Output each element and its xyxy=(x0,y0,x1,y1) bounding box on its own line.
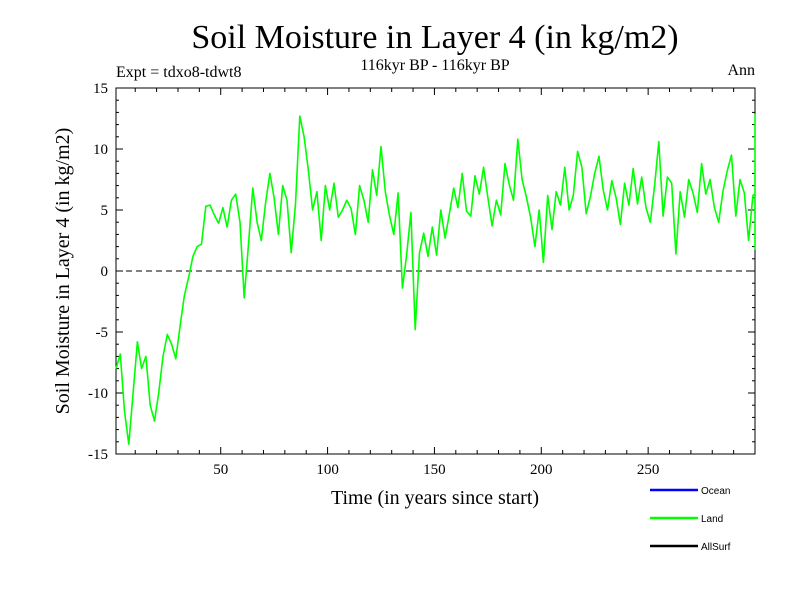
y-tick-label: 5 xyxy=(101,203,109,219)
chart-subtitle: 116kyr BP - 116kyr BP xyxy=(360,57,509,74)
x-tick-label: 250 xyxy=(637,462,660,478)
legend-label-allsurf: AllSurf xyxy=(701,542,731,553)
y-tick-label: 15 xyxy=(93,81,108,97)
x-tick-label: 150 xyxy=(423,462,446,478)
x-axis-label: Time (in years since start) xyxy=(331,487,539,509)
plot-area: 50 100 150 200 250 -15 -10 -5 0 5 10 15 xyxy=(88,81,756,478)
y-axis-label: Soil Moisture in Layer 4 (in kg/m2) xyxy=(52,128,74,415)
y-tick-label: 10 xyxy=(93,142,108,158)
legend: Ocean Land AllSurf xyxy=(650,486,731,553)
expt-label: Expt = tdxo8-tdwt8 xyxy=(116,64,241,81)
y-tick-label: -15 xyxy=(88,447,108,463)
series-line-land xyxy=(115,114,756,446)
x-tick-label: 200 xyxy=(530,462,553,478)
y-tick-label: 0 xyxy=(101,264,109,280)
x-tick-label: 50 xyxy=(213,462,228,478)
period-label: Ann xyxy=(727,62,755,79)
y-tick-label: -10 xyxy=(88,386,108,402)
legend-label-land: Land xyxy=(701,514,723,525)
legend-label-ocean: Ocean xyxy=(701,486,730,497)
y-tick-label: -5 xyxy=(96,325,109,341)
chart-title: Soil Moisture in Layer 4 (in kg/m2) xyxy=(191,19,678,56)
x-tick-label: 100 xyxy=(316,462,339,478)
